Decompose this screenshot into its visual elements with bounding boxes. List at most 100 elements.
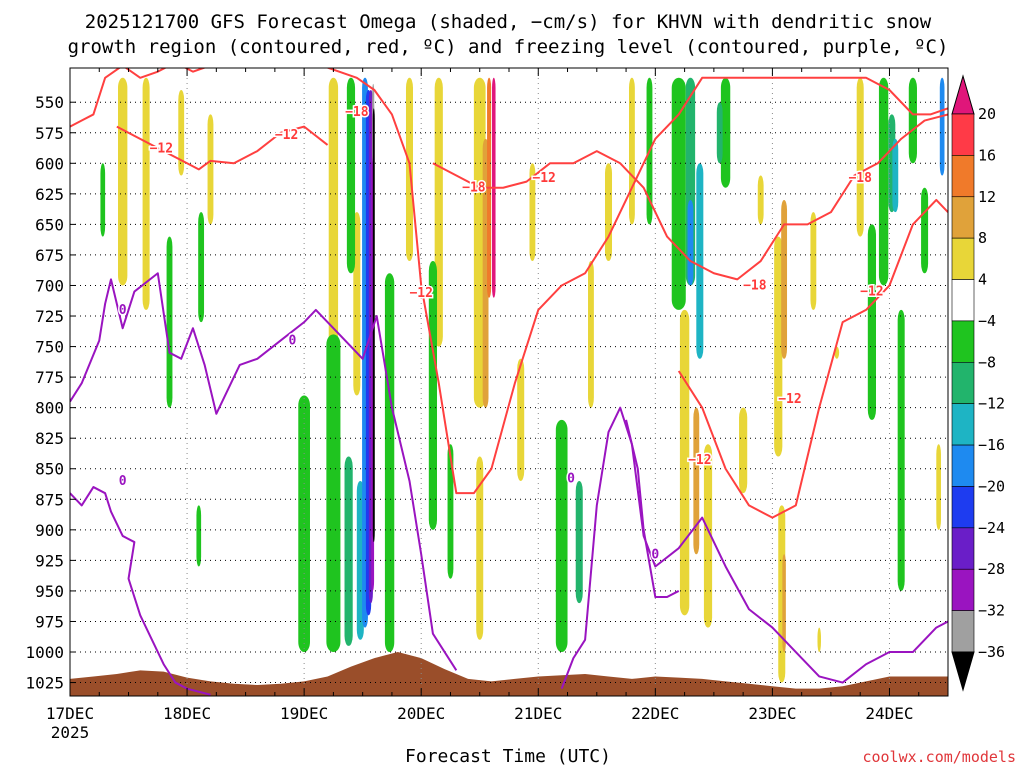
omega-cell-59 bbox=[878, 77, 889, 286]
colorbar-bin-10 bbox=[951, 527, 975, 570]
omega-cell-45 bbox=[703, 444, 713, 628]
freezing-level-2 bbox=[560, 406, 948, 690]
x-tick-label-24DEC: 24DEC bbox=[865, 704, 913, 723]
contour-label-0: −12 bbox=[150, 142, 173, 157]
freezing-level-1 bbox=[70, 486, 211, 696]
contour-label-9: −12 bbox=[688, 453, 711, 468]
contour-layer bbox=[70, 68, 948, 696]
colorbar-tick-label-11: −28 bbox=[978, 560, 1005, 578]
omega-cell-44 bbox=[693, 407, 700, 555]
omega-cell-35 bbox=[529, 163, 536, 262]
omega-cell-66 bbox=[936, 444, 941, 530]
omega-cell-63 bbox=[908, 77, 917, 164]
omega-shading bbox=[100, 77, 945, 683]
omega-cell-65 bbox=[939, 77, 945, 176]
y-tick-label-1025: 1025 bbox=[25, 674, 64, 693]
y-tick-label-825: 825 bbox=[35, 429, 64, 448]
colorbar-tick-label-7: −12 bbox=[978, 395, 1005, 413]
omega-cell-24 bbox=[428, 261, 438, 530]
y-tick-label-850: 850 bbox=[35, 460, 64, 479]
colorbar-bottom-arrow bbox=[951, 651, 975, 692]
omega-cell-58 bbox=[867, 224, 877, 420]
omega-cell-12 bbox=[344, 456, 353, 646]
y-tick-label-600: 600 bbox=[35, 154, 64, 173]
isotherm-minus12-0 bbox=[70, 68, 948, 495]
omega-cell-64 bbox=[921, 187, 929, 274]
x-tick-label-20DEC: 20DEC bbox=[397, 704, 445, 723]
y-tick-label-875: 875 bbox=[35, 490, 64, 509]
contour-label-6: −18 bbox=[848, 171, 872, 186]
colorbar-tick-label-9: −20 bbox=[978, 477, 1005, 495]
omega-cell-6 bbox=[198, 212, 205, 323]
chart-title-line-1: 2025121700 GFS Forecast Omega (shaded, −… bbox=[85, 11, 932, 33]
contour-label-13: 0 bbox=[119, 474, 127, 489]
colorbar-bin-11 bbox=[951, 568, 975, 611]
omega-cell-49 bbox=[757, 175, 764, 225]
y-tick-label-550: 550 bbox=[35, 93, 64, 112]
colorbar-top-arrow bbox=[951, 74, 975, 115]
colorbar-tick-label-1: 16 bbox=[978, 146, 996, 164]
omega-cell-62 bbox=[897, 309, 905, 591]
y-tick-label-900: 900 bbox=[35, 521, 64, 540]
omega-cell-1 bbox=[142, 77, 150, 310]
omega-cell-4 bbox=[100, 163, 106, 237]
contour-label-layer: −12 −12 −12 −18 −18 −18 −18 −12 −12 −12 −12 0 0 0 0 0 bbox=[117, 103, 885, 563]
contour-label-7: −12 bbox=[860, 285, 883, 300]
y-tick-label-750: 750 bbox=[35, 338, 64, 357]
isotherm-minus18-0 bbox=[432, 113, 948, 281]
contour-label-10: −12 bbox=[409, 286, 432, 301]
omega-cell-5 bbox=[166, 236, 173, 408]
contour-label-5: −18 bbox=[743, 278, 767, 293]
chart-title-line-2: growth region (contoured, red, ºC) and f… bbox=[68, 36, 949, 58]
credit-text: coolwx.com/models bbox=[862, 748, 1016, 766]
omega-cell-11 bbox=[326, 334, 341, 653]
omega-cell-36 bbox=[604, 163, 613, 262]
colorbar-tick-label-6: −8 bbox=[978, 353, 996, 371]
omega-cell-42 bbox=[687, 199, 694, 286]
colorbar-tick-label-13: −36 bbox=[978, 643, 1005, 661]
contour-label-3: −18 bbox=[345, 105, 369, 120]
colorbar-bin-2 bbox=[951, 196, 975, 239]
colorbar-tick-label-10: −24 bbox=[978, 519, 1005, 537]
contour-label-12: 0 bbox=[289, 333, 297, 348]
x-axis: 17DEC 2025 18DEC 19DEC 20DEC 21DEC 22DEC 23DE… bbox=[46, 68, 949, 742]
colorbar-tick-label-8: −16 bbox=[978, 436, 1005, 454]
omega-cell-47 bbox=[716, 102, 723, 164]
colorbar: 20 16 12 8 4 −4 −8 −12 −16 −20 −24 −28 −32 −36 bbox=[951, 74, 1005, 692]
y-tick-label-675: 675 bbox=[35, 246, 64, 265]
x-tick-label-18DEC: 18DEC bbox=[163, 704, 211, 723]
omega-cell-50 bbox=[774, 236, 783, 457]
colorbar-tick-label-5: −4 bbox=[978, 312, 996, 330]
omega-cell-57 bbox=[856, 77, 864, 237]
omega-cell-0 bbox=[117, 77, 128, 286]
omega-cell-13 bbox=[346, 77, 356, 274]
contour-label-15: 0 bbox=[651, 547, 659, 562]
omega-cell-30 bbox=[476, 456, 484, 640]
omega-cell-33 bbox=[575, 480, 583, 604]
omega-cell-53 bbox=[782, 554, 786, 653]
x-tick-label-21DEC: 21DEC bbox=[514, 704, 562, 723]
omega-cell-37 bbox=[628, 77, 635, 225]
omega-cell-7 bbox=[196, 505, 202, 567]
y-tick-label-650: 650 bbox=[35, 215, 64, 234]
contour-label-4: −18 bbox=[462, 181, 486, 196]
isotherm-minus12-1 bbox=[116, 125, 329, 171]
omega-cell-8 bbox=[328, 77, 339, 359]
omega-cell-48 bbox=[739, 407, 748, 494]
colorbar-bin-7 bbox=[951, 403, 975, 446]
y-tick-label-800: 800 bbox=[35, 399, 64, 418]
y-tick-label-925: 925 bbox=[35, 551, 64, 570]
contour-label-11: 0 bbox=[119, 303, 127, 318]
contour-label-1: −12 bbox=[275, 128, 298, 143]
colorbar-bin-12 bbox=[951, 610, 975, 653]
y-tick-label-575: 575 bbox=[35, 124, 64, 143]
x-tick-label-start: 17DEC bbox=[46, 704, 94, 723]
colorbar-bin-8 bbox=[951, 444, 975, 487]
omega-cell-31 bbox=[517, 358, 525, 481]
omega-cell-21 bbox=[384, 273, 395, 653]
omega-cell-32 bbox=[555, 419, 568, 653]
y-tick-label-1000: 1000 bbox=[25, 643, 64, 662]
omega-cell-54 bbox=[810, 212, 817, 310]
freezing-level-0 bbox=[70, 272, 458, 671]
y-axis: 550 575 600 625 650 675 700 725 750 775 800 825 850 8… bbox=[25, 93, 76, 693]
